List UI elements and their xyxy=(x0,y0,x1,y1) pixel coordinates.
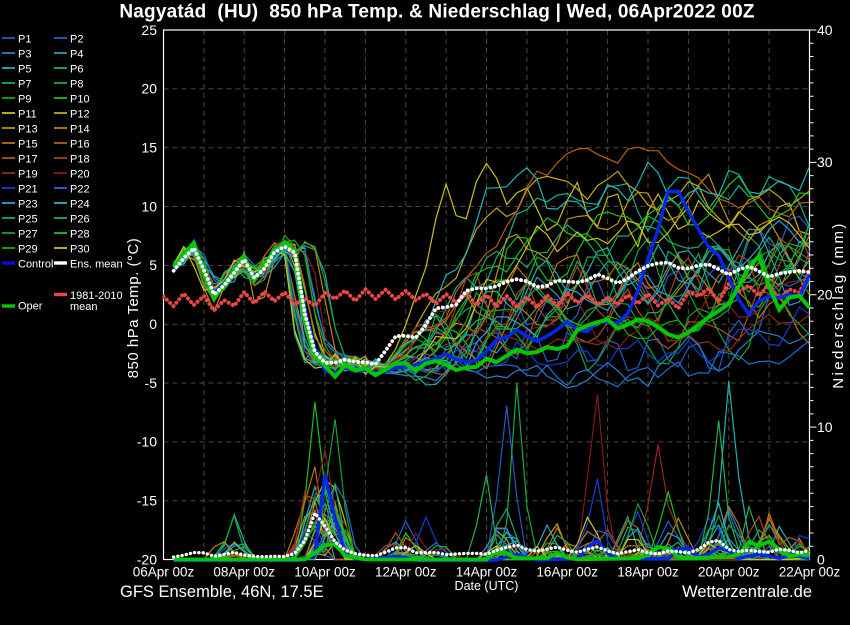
svg-text:P14: P14 xyxy=(70,123,90,135)
svg-text:P10: P10 xyxy=(70,93,90,105)
svg-text:14Apr 00z: 14Apr 00z xyxy=(456,565,518,580)
svg-text:P16: P16 xyxy=(70,138,90,150)
svg-text:P2: P2 xyxy=(70,33,83,45)
svg-text:06Apr 00z: 06Apr 00z xyxy=(133,565,195,580)
svg-text:22Apr 00z: 22Apr 00z xyxy=(779,565,841,580)
svg-text:P24: P24 xyxy=(70,198,90,210)
svg-text:-15: -15 xyxy=(137,493,157,509)
svg-text:-10: -10 xyxy=(137,434,157,450)
svg-text:P17: P17 xyxy=(18,153,38,165)
svg-text:18Apr 00z: 18Apr 00z xyxy=(617,565,679,580)
svg-text:P19: P19 xyxy=(18,168,38,180)
svg-text:P12: P12 xyxy=(70,108,90,120)
svg-text:850 hPa Temp. (°C): 850 hPa Temp. (°C) xyxy=(125,238,142,379)
svg-text:08Apr 00z: 08Apr 00z xyxy=(213,565,275,580)
svg-text:12Apr 00z: 12Apr 00z xyxy=(375,565,437,580)
svg-text:mean: mean xyxy=(70,301,98,313)
svg-text:P5: P5 xyxy=(18,63,31,75)
svg-text:Ens. mean: Ens. mean xyxy=(70,258,123,270)
svg-text:10Apr 00z: 10Apr 00z xyxy=(294,565,356,580)
svg-text:Date (UTC): Date (UTC) xyxy=(455,579,519,593)
svg-text:P30: P30 xyxy=(70,243,90,255)
svg-text:Oper: Oper xyxy=(18,300,43,312)
svg-text:-20: -20 xyxy=(137,551,157,567)
svg-text:-5: -5 xyxy=(145,375,158,391)
svg-text:P22: P22 xyxy=(70,183,90,195)
svg-text:10: 10 xyxy=(817,419,833,435)
svg-text:30: 30 xyxy=(817,154,833,170)
svg-text:20Apr 00z: 20Apr 00z xyxy=(698,565,760,580)
svg-text:P26: P26 xyxy=(70,213,90,225)
svg-text:20: 20 xyxy=(817,287,833,303)
svg-text:P28: P28 xyxy=(70,228,90,240)
svg-text:P27: P27 xyxy=(18,228,38,240)
svg-text:P21: P21 xyxy=(18,183,38,195)
svg-text:P7: P7 xyxy=(18,78,31,90)
svg-text:P23: P23 xyxy=(18,198,38,210)
svg-text:5: 5 xyxy=(149,257,157,273)
svg-text:20: 20 xyxy=(141,81,157,97)
svg-text:15: 15 xyxy=(141,140,157,156)
svg-text:P29: P29 xyxy=(18,243,38,255)
svg-text:1981-2010: 1981-2010 xyxy=(70,290,123,302)
svg-text:P9: P9 xyxy=(18,93,31,105)
svg-text:0: 0 xyxy=(149,316,157,332)
svg-text:0: 0 xyxy=(817,551,825,567)
svg-text:P8: P8 xyxy=(70,78,83,90)
svg-text:10: 10 xyxy=(141,198,157,214)
svg-text:P20: P20 xyxy=(70,168,90,180)
svg-text:Nagyatád (HU) 850 hPa Temp.: Nagyatád (HU) 850 hPa Temp. & Niederschl… xyxy=(119,2,755,23)
svg-text:P11: P11 xyxy=(18,108,37,120)
svg-text:P25: P25 xyxy=(18,213,38,225)
svg-text:P1: P1 xyxy=(18,33,31,45)
svg-text:Niederschlag (mm): Niederschlag (mm) xyxy=(830,221,847,389)
svg-text:P4: P4 xyxy=(70,48,83,60)
svg-text:P15: P15 xyxy=(18,138,38,150)
svg-text:P6: P6 xyxy=(70,63,83,75)
svg-text:GFS Ensemble, 46N, 17.5E: GFS Ensemble, 46N, 17.5E xyxy=(120,583,324,601)
svg-text:P18: P18 xyxy=(70,153,90,165)
svg-text:40: 40 xyxy=(817,22,833,38)
svg-text:P13: P13 xyxy=(18,123,38,135)
svg-text:25: 25 xyxy=(141,22,157,38)
svg-text:P3: P3 xyxy=(18,48,31,60)
svg-text:16Apr 00z: 16Apr 00z xyxy=(536,565,598,580)
svg-text:Control: Control xyxy=(18,258,53,270)
svg-text:Wetterzentrale.de: Wetterzentrale.de xyxy=(682,583,812,601)
